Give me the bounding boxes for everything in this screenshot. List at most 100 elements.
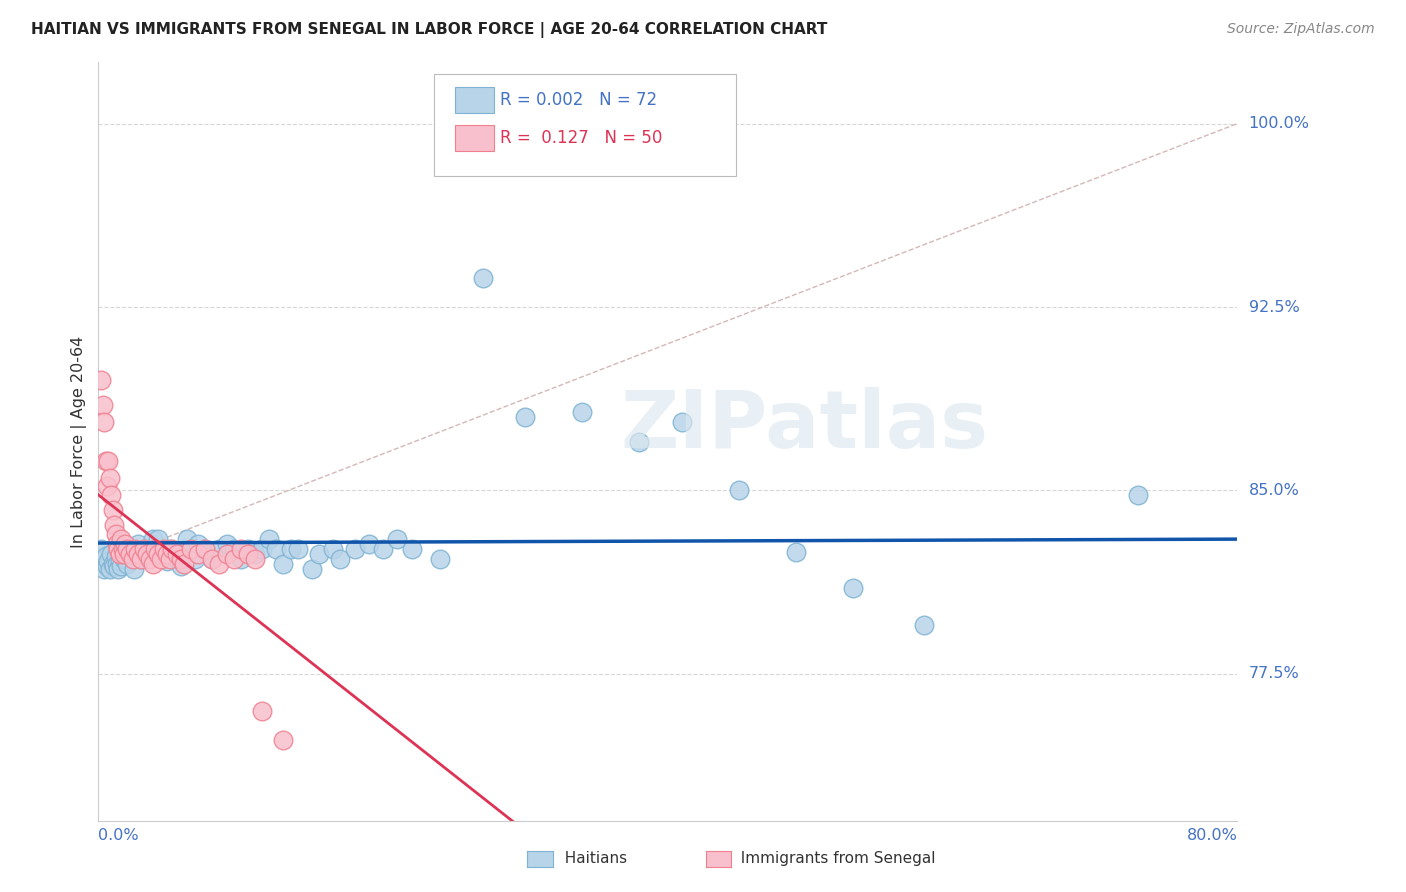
Point bbox=[273, 733, 295, 747]
Point bbox=[97, 554, 120, 568]
Point bbox=[287, 542, 309, 557]
Point bbox=[170, 552, 193, 566]
Point bbox=[222, 552, 245, 566]
Point bbox=[90, 373, 112, 387]
Point bbox=[162, 542, 184, 557]
Point bbox=[150, 552, 173, 566]
Point bbox=[141, 557, 163, 571]
Point bbox=[229, 552, 252, 566]
Point bbox=[104, 549, 127, 564]
Point bbox=[104, 527, 127, 541]
Point bbox=[671, 415, 693, 429]
Point bbox=[208, 557, 231, 571]
Point bbox=[401, 542, 423, 557]
Point bbox=[129, 552, 152, 566]
FancyBboxPatch shape bbox=[434, 74, 737, 177]
Point bbox=[785, 544, 807, 558]
Point bbox=[97, 454, 120, 468]
Text: R =  0.127   N = 50: R = 0.127 N = 50 bbox=[501, 129, 662, 147]
Text: 92.5%: 92.5% bbox=[1249, 300, 1299, 315]
Point bbox=[103, 517, 125, 532]
Point bbox=[912, 618, 935, 632]
Text: Haitians: Haitians bbox=[555, 851, 627, 865]
Point bbox=[343, 542, 366, 557]
Point bbox=[91, 552, 114, 566]
Point bbox=[308, 547, 330, 561]
Point bbox=[173, 557, 195, 571]
Text: ZIPatlas: ZIPatlas bbox=[620, 387, 988, 466]
Point bbox=[112, 552, 135, 566]
Point bbox=[132, 544, 155, 558]
Point bbox=[145, 542, 167, 557]
Point bbox=[98, 562, 121, 576]
Point bbox=[148, 533, 170, 547]
Point bbox=[91, 398, 114, 412]
Point bbox=[215, 537, 238, 551]
Text: 80.0%: 80.0% bbox=[1187, 828, 1237, 843]
Point bbox=[121, 552, 143, 566]
Point bbox=[108, 547, 131, 561]
Point bbox=[152, 547, 174, 561]
Point bbox=[170, 559, 193, 574]
Point bbox=[127, 537, 149, 551]
Point bbox=[273, 557, 295, 571]
Point bbox=[301, 562, 323, 576]
Point bbox=[329, 552, 352, 566]
Point bbox=[114, 537, 136, 551]
Point bbox=[176, 533, 198, 547]
Point bbox=[138, 552, 160, 566]
Point bbox=[156, 547, 179, 561]
Point bbox=[229, 542, 252, 557]
Point bbox=[103, 559, 125, 574]
Point bbox=[259, 533, 281, 547]
Point bbox=[100, 547, 122, 561]
Text: Immigrants from Senegal: Immigrants from Senegal bbox=[731, 851, 935, 865]
Text: 100.0%: 100.0% bbox=[1249, 116, 1309, 131]
Point bbox=[180, 542, 202, 557]
Point bbox=[121, 552, 143, 566]
Point bbox=[148, 547, 170, 561]
Point bbox=[166, 552, 188, 566]
Text: R = 0.002   N = 72: R = 0.002 N = 72 bbox=[501, 91, 658, 110]
Point bbox=[132, 542, 155, 557]
Point bbox=[129, 552, 152, 566]
Point bbox=[101, 503, 124, 517]
Point bbox=[96, 478, 118, 492]
Point bbox=[115, 542, 138, 557]
Point bbox=[187, 537, 209, 551]
Point bbox=[373, 542, 395, 557]
Point bbox=[107, 562, 129, 576]
Point bbox=[728, 483, 751, 498]
Point bbox=[145, 542, 167, 557]
Point bbox=[118, 547, 141, 561]
Point bbox=[115, 557, 138, 571]
Point bbox=[266, 542, 288, 557]
Y-axis label: In Labor Force | Age 20-64: In Labor Force | Age 20-64 bbox=[72, 335, 87, 548]
Point bbox=[236, 547, 259, 561]
Point bbox=[236, 542, 259, 557]
Point bbox=[111, 542, 134, 557]
Point bbox=[135, 547, 157, 561]
Point bbox=[122, 562, 145, 576]
Point bbox=[215, 547, 238, 561]
Point bbox=[94, 454, 117, 468]
Point bbox=[387, 533, 409, 547]
Point bbox=[110, 559, 132, 574]
Point bbox=[201, 552, 224, 566]
Point bbox=[180, 542, 202, 557]
Point bbox=[194, 542, 217, 557]
Point bbox=[173, 542, 195, 557]
Point bbox=[243, 552, 266, 566]
Point bbox=[159, 552, 181, 566]
Point bbox=[127, 547, 149, 561]
Text: HAITIAN VS IMMIGRANTS FROM SENEGAL IN LABOR FORCE | AGE 20-64 CORRELATION CHART: HAITIAN VS IMMIGRANTS FROM SENEGAL IN LA… bbox=[31, 22, 827, 38]
Point bbox=[471, 270, 494, 285]
Point bbox=[136, 542, 159, 557]
Point bbox=[357, 537, 380, 551]
Point bbox=[159, 542, 181, 557]
Point bbox=[105, 557, 128, 571]
Point bbox=[184, 552, 207, 566]
Point bbox=[187, 547, 209, 561]
Point bbox=[96, 559, 118, 574]
Point bbox=[141, 533, 163, 547]
